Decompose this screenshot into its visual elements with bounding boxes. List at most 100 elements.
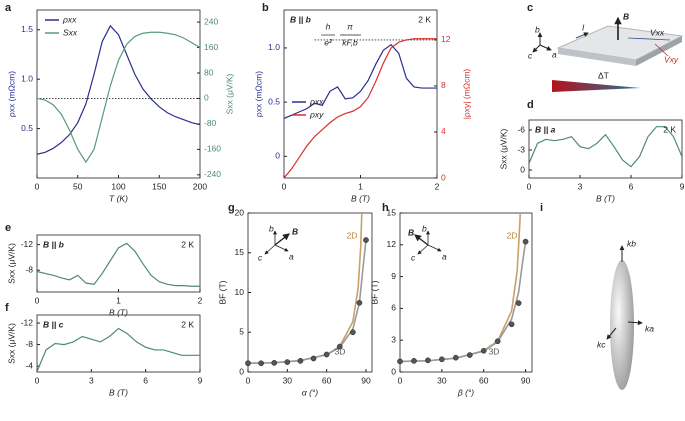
x-tick-label: 2: [435, 181, 440, 191]
data-line: [37, 242, 200, 287]
y2-tick-label: 0: [204, 93, 209, 103]
panel: g 0 30 60 90 0 5 10 15 20 α (°) BF (T) 2D 3D b Bc a: [217, 202, 373, 397]
data-line: [37, 327, 200, 372]
y-tick-label: 1.5: [21, 24, 33, 34]
y2-tick-label: 160: [204, 42, 218, 52]
y-tick-label: 12: [387, 239, 397, 249]
formula-part: e²: [324, 37, 333, 47]
inset-label: c: [411, 252, 416, 262]
x-tick-label: 9: [680, 181, 685, 191]
panel-letter: g: [228, 202, 235, 214]
legend-label: Sxx: [63, 27, 78, 37]
gradient-label: ΔT: [598, 70, 609, 80]
panel-letter: f: [5, 302, 9, 314]
x-tick-label: 30: [283, 375, 293, 385]
y2-tick-label: 80: [204, 67, 214, 77]
x-tick-label: 3: [89, 375, 94, 385]
inset-arrow: [274, 244, 289, 252]
field-label: B: [623, 11, 629, 21]
panel-letter: d: [527, 99, 534, 111]
y-tick-label: 0: [520, 164, 525, 174]
inset-label: c: [258, 252, 263, 262]
panel: a 0 50 100 150 200 0.5 1.0 1.5 -240 -160 -80 0 80 160 2…: [5, 2, 234, 203]
current-arrow: [575, 32, 589, 39]
x-tick-label: 60: [322, 375, 332, 385]
data-point: [425, 357, 431, 364]
y-tick-label: 9: [391, 271, 396, 281]
annotation: B || c: [43, 319, 64, 329]
gradient-bar: [552, 80, 640, 92]
x-axis-title: T (K): [109, 193, 128, 203]
panel: e 0 1 2 -12 -8 B (T) Sxx (μV/K) B || b 2 K: [5, 222, 203, 317]
annotation: 2 K: [663, 124, 676, 134]
slab-side: [636, 36, 682, 66]
data-point: [439, 356, 445, 363]
y-tick-label: -6: [517, 124, 525, 134]
y-tick-label: -8: [25, 339, 33, 349]
data-point: [297, 358, 304, 364]
panel: d 0 3 6 9 -6 -3 0 B (T) Sxx (μV/K) B || a 2 K: [498, 99, 684, 203]
series-label: 2D: [347, 230, 358, 240]
series-label: 3D: [489, 346, 500, 356]
series-label: 2D: [507, 230, 518, 240]
data-point: [284, 359, 291, 365]
x-tick-label: 0: [35, 375, 40, 385]
y-tick-label: 20: [235, 207, 245, 217]
y2-tick-label: -240: [204, 169, 221, 179]
panel-letter: a: [5, 2, 12, 14]
x-tick-label: 0: [282, 181, 287, 191]
axis-label: b: [535, 24, 540, 34]
inset-arrow: [264, 244, 276, 255]
vxx-line: [627, 37, 671, 41]
y-tick-label: -4: [25, 360, 33, 370]
data-point: [411, 358, 417, 364]
x-tick-label: 6: [629, 181, 634, 191]
annotation: 2 K: [181, 239, 194, 249]
data-line: [284, 43, 437, 119]
vxx-label: Vxx: [650, 27, 665, 37]
k-label: ka: [645, 323, 654, 333]
sample-diagram: c b c a I B Vxx Vxy ΔT: [527, 2, 684, 92]
legend-label: ρxy: [309, 109, 324, 119]
y2-tick-label: -80: [204, 118, 217, 128]
data-point: [522, 238, 529, 245]
x-tick-label: 9: [198, 375, 203, 385]
x-tick-label: 0: [527, 181, 532, 191]
y-tick-label: 0: [239, 366, 244, 376]
x-tick-label: 0: [35, 295, 40, 305]
x-tick-label: 100: [111, 181, 125, 191]
x-tick-label: 200: [193, 181, 207, 191]
legend-label: ρxx: [62, 14, 77, 24]
annotation: B || a: [535, 124, 556, 134]
y-tick-label: 0: [275, 151, 280, 161]
inset-arrow: [417, 244, 429, 255]
x-tick-label: 1: [116, 295, 121, 305]
data-line: [284, 38, 437, 178]
data-point: [310, 355, 317, 362]
inset-label: B: [292, 226, 298, 236]
inset-arrow: [274, 233, 290, 246]
formula-part: kF,b: [342, 37, 358, 47]
y-tick-label: 0.5: [21, 123, 33, 133]
data-point: [452, 354, 459, 361]
x-axis-title: α (°): [302, 387, 318, 397]
data-point: [515, 300, 522, 306]
y-axis-title: Sxx (μV/K): [6, 323, 16, 364]
y-tick-label: -12: [21, 239, 34, 249]
inset-arrow: [414, 234, 429, 246]
panel: h 0 30 60 90 0 3 6 9 12 15 β (°) BF (T) 2D 3D bBc a: [369, 202, 533, 397]
data-point: [356, 299, 363, 306]
y-tick-label: 0.5: [268, 96, 280, 106]
k-label: kb: [627, 238, 636, 248]
data-point: [245, 360, 251, 367]
y2-tick-label: 240: [204, 16, 218, 26]
annotation: B || b: [43, 239, 64, 249]
x-axis-title: β (°): [457, 387, 474, 397]
vxy-line: [654, 43, 669, 57]
plot-frame: [528, 119, 683, 179]
x-axis-title: B (T): [351, 193, 370, 203]
data-point: [397, 358, 403, 365]
y-tick-label: -8: [25, 264, 33, 274]
data-line: [248, 239, 367, 365]
